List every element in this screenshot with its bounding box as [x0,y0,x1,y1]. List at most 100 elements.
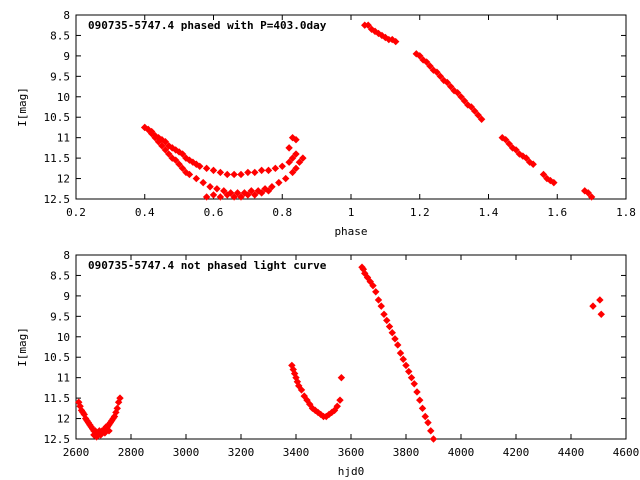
data-point [467,103,476,111]
data-point [116,394,124,402]
y-tick-label: 11.5 [44,152,71,165]
data-point [80,410,88,419]
y-tick-label: 11 [57,372,70,385]
data-point [529,160,537,168]
y-ticks: 8 8.5 9 9.5 10 10.5 11 11.5 12 12.5 [44,249,626,446]
data-point [178,150,187,158]
data-point [394,341,402,349]
data-point [300,392,308,400]
data-point [171,156,180,164]
y-tick-label: 12.5 [44,193,71,206]
data-point [422,58,431,66]
data-point [244,191,252,199]
data-point [336,396,344,404]
data-point [209,191,218,199]
x-tick-label: 2800 [118,446,145,459]
data-point [446,82,455,91]
x-tick-label: 1.6 [547,206,567,219]
y-ticks: 8 8.5 9 9.5 10 10.5 11 11.5 12 12.5 [44,9,626,206]
data-point [220,187,228,195]
data-point [285,158,293,166]
data-point [433,68,441,76]
data-point [293,378,302,386]
y-tick-label: 8 [63,249,70,262]
y-tick-label: 10 [57,91,70,104]
data-point [216,193,225,201]
x-tick-label: 0.2 [66,206,86,219]
data-point [295,382,303,390]
data-point [303,396,311,404]
data-point [372,288,380,296]
data-point [405,367,413,376]
x-tick-label: 0.4 [135,206,155,219]
data-point [292,164,300,173]
data-point [413,388,421,396]
data-point [292,373,300,382]
data-point [278,162,286,170]
x-axis-label: hjd0 [338,465,365,478]
data-point [402,361,410,370]
x-tick-label: 3800 [393,446,420,459]
y-tick-label: 11.5 [44,392,71,405]
data-point [374,296,383,304]
x-tick-label: 3600 [338,446,365,459]
x-tick-label: 1.8 [616,206,636,219]
data-point [288,168,297,177]
data-point [216,168,225,177]
data-point [292,150,300,158]
y-axis-label: I[mag] [16,87,29,127]
chart-title: 090735-5747.4 not phased light curve [88,259,327,272]
x-ticks: 0.2 0.4 0.6 0.8 1 1.2 1.4 1.6 1.8 [66,15,636,219]
x-ticks: 2600 2800 3000 3200 3400 3600 3800 4000 4200 4400… [63,255,639,459]
y-tick-label: 10 [57,331,70,344]
y-axis-label: I[mag] [16,327,29,367]
y-tick-label: 8 [63,9,70,22]
y-tick-label: 12.5 [44,433,71,446]
data-point [330,406,339,415]
data-point [306,400,314,408]
data-point [292,136,300,144]
data-point [369,281,377,290]
data-point [587,193,596,201]
data-point [429,435,438,443]
x-tick-label: 4000 [448,446,475,459]
data-point [522,154,531,162]
data-point [364,21,372,29]
y-tick-label: 12 [57,173,70,186]
y-tick-label: 11 [57,132,70,145]
data-point [275,178,283,187]
data-points [141,21,596,201]
data-point [237,193,245,201]
data-point [185,170,194,179]
data-point [512,146,520,154]
data-point [407,373,416,382]
data-point [361,269,369,278]
data-point [289,365,297,374]
plot-frame [75,254,627,440]
data-point [257,166,266,175]
x-tick-label: 3000 [173,446,200,459]
data-point [399,355,407,363]
data-point [112,408,120,417]
data-point [396,349,405,357]
data-point [333,402,341,410]
y-tick-label: 9.5 [50,70,70,83]
data-point [209,166,218,175]
data-point [295,158,304,166]
data-point [385,322,394,331]
data-point [175,160,183,168]
data-point [416,52,424,60]
data-point [161,146,170,154]
x-axis-label: phase [334,225,367,238]
data-point [589,302,597,310]
data-point [237,170,245,179]
data-point [196,162,204,170]
data-point [418,404,427,413]
x-tick-label: 3400 [283,446,310,459]
x-tick-label: 0.6 [204,206,224,219]
data-point [366,277,374,286]
x-tick-label: 1.4 [479,206,499,219]
y-tick-label: 10.5 [44,351,71,364]
data-point [105,427,113,435]
data-point [290,369,299,378]
